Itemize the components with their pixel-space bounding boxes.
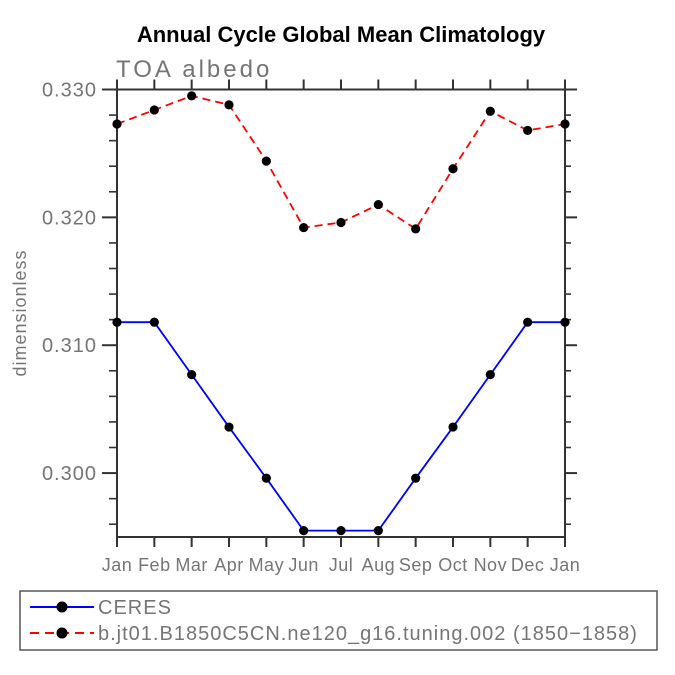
chart-subtitle: TOA albedo: [116, 56, 272, 83]
x-tick-label: Aug: [362, 555, 396, 575]
data-point-marker-0: [112, 317, 122, 327]
data-point-marker-1: [448, 164, 458, 174]
x-tick-label: Apr: [214, 555, 244, 575]
series-line-1: [116, 94, 566, 230]
y-tick-label: 0.320: [42, 207, 97, 229]
page-title: Annual Cycle Global Mean Climatology: [137, 22, 546, 47]
y-tick-label: 0.310: [42, 335, 97, 357]
data-point-marker-0: [336, 526, 346, 536]
x-tick-label: Jul: [329, 555, 354, 575]
data-point-marker-0: [485, 370, 495, 380]
x-tick-label: May: [249, 555, 285, 575]
legend-swatch-marker-1: [56, 627, 68, 639]
legend-box: [19, 590, 658, 651]
data-point-marker-0: [411, 473, 421, 483]
data-point-marker-0: [523, 317, 533, 327]
y-tick-label: 0.300: [42, 463, 97, 485]
x-tick-label: Mar: [175, 555, 208, 575]
data-point-marker-1: [560, 119, 570, 129]
legend: CERES b.jt01.B1850C5CN.ne120_g16.tuning.…: [19, 590, 658, 651]
y-tick-label: 0.330: [42, 80, 97, 102]
legend-swatches: [30, 601, 94, 639]
data-point-marker-0: [187, 370, 197, 380]
x-tick-label: Jan: [102, 555, 133, 575]
data-point-marker-1: [149, 105, 159, 115]
data-point-marker-1: [411, 224, 421, 234]
data-point-marker-1: [112, 119, 122, 129]
data-point-marker-0: [448, 422, 458, 432]
x-tick-label: Feb: [138, 555, 171, 575]
data-point-marker-1: [299, 222, 309, 233]
data-point-marker-1: [373, 199, 383, 210]
series-line-0: [117, 321, 565, 532]
data-point-marker-0: [261, 473, 271, 483]
plot-area: Jan Feb Mar Apr May Jun Jul Aug Sep Oct Nov Dec Jan0…: [42, 79, 581, 575]
legend-label-ceres: CERES: [98, 597, 172, 619]
x-tick-label: Oct: [438, 555, 468, 575]
x-tick-label: Jun: [288, 555, 319, 575]
data-point-marker-0: [224, 422, 234, 432]
legend-label-model: b.jt01.B1850C5CN.ne120_g16.tuning.002 (1…: [98, 623, 638, 645]
data-point-marker-1: [187, 91, 197, 101]
data-point-marker-1: [336, 217, 346, 228]
x-tick-label: Dec: [511, 555, 545, 575]
data-point-marker-0: [560, 317, 570, 327]
data-point-marker-0: [149, 317, 159, 327]
data-point-marker-0: [299, 526, 309, 536]
data-point-marker-0: [373, 526, 383, 536]
y-axis-label: dimensionless: [10, 249, 30, 376]
x-tick-label: Jan: [550, 555, 581, 575]
plot-frame: [116, 88, 566, 538]
x-tick-label: Nov: [474, 555, 508, 575]
data-point-marker-1: [485, 106, 495, 116]
data-point-marker-1: [224, 100, 234, 110]
data-point-marker-1: [261, 156, 271, 166]
x-tick-label: Sep: [399, 555, 433, 575]
legend-swatch-marker-0: [56, 601, 68, 613]
data-point-marker-1: [523, 125, 533, 136]
